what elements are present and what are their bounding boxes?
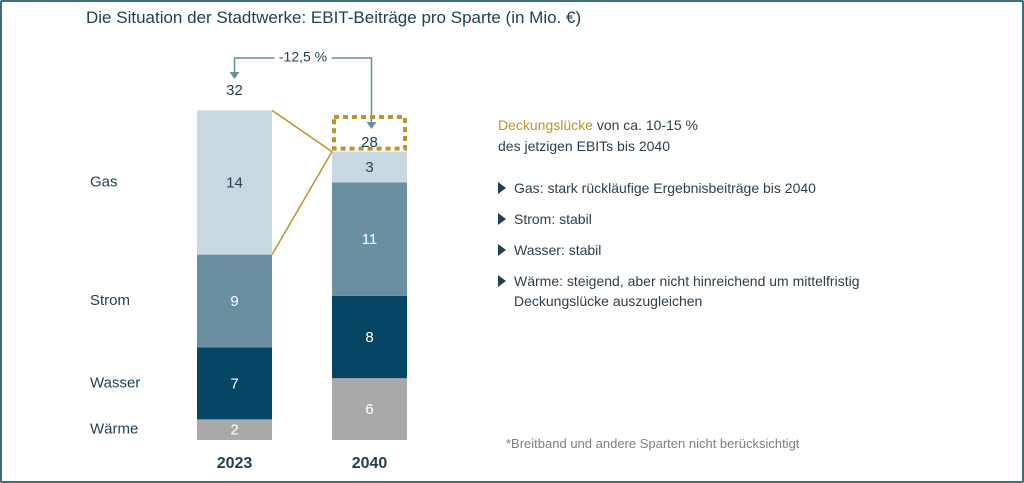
- gas-connector-bottom: [271, 151, 333, 255]
- bullet-text: Wasser: stabil: [514, 242, 602, 258]
- gap-note-line2: des jetzigen EBITs bis 2040: [498, 138, 670, 154]
- labels: 2 7 9 14 2023 6 8 11 3 2040 Wärme Wasser Strom Gas 32 2…: [90, 49, 387, 473]
- bar-2023-strom: [197, 254, 272, 348]
- bullet-text: Wärme: steigend, aber nicht hinreichend …: [514, 273, 860, 309]
- gap-note-rest: von ca. 10-15 %: [592, 117, 698, 133]
- chart-title: Die Situation der Stadtwerke: EBIT-Beitr…: [86, 8, 582, 27]
- bullet-strom: Strom: stabil: [498, 209, 874, 229]
- change-arrow-right: [331, 57, 373, 124]
- bullet-wasser: Wasser: stabil: [498, 240, 874, 260]
- gap-note-highlight: Deckungslücke: [498, 117, 593, 133]
- bullet-text: Strom: stabil: [514, 211, 592, 227]
- total-label-2040: 28: [361, 134, 378, 151]
- bar-2023-wasser: [197, 347, 272, 420]
- bullet-triangle-icon: [498, 275, 506, 287]
- bullet-triangle-icon: [498, 213, 506, 225]
- bar-value-label: 8: [365, 329, 373, 346]
- series-label-wasser: Wasser: [90, 374, 140, 391]
- series-label-strom: Strom: [90, 292, 130, 309]
- bar-value-label: 7: [230, 375, 238, 392]
- gas-connector-top: [271, 109, 333, 153]
- total-label-2023: 32: [226, 82, 243, 99]
- gap-note-line1: Deckungslücke von ca. 10-15 %: [498, 117, 698, 133]
- bar-2040-wärme: [332, 378, 407, 440]
- bar-2023-gas: [197, 110, 272, 255]
- arrowhead-icon: [229, 72, 240, 79]
- footnote: *Breitband und andere Sparten nicht berü…: [506, 436, 800, 451]
- bar-2040-gas: [332, 151, 407, 183]
- bullet-list: Gas: stark rückläufige Ergebnisbeiträge …: [498, 178, 874, 322]
- bullet-triangle-icon: [498, 244, 506, 256]
- bullet-text: Gas: stark rückläufige Ergebnisbeiträge …: [514, 180, 816, 196]
- change-label: -12,5 %: [279, 49, 327, 65]
- bar-value-label: 11: [362, 231, 378, 248]
- series-label-gas: Gas: [90, 173, 118, 190]
- bars: [197, 110, 407, 440]
- x-tick-label: 2040: [352, 455, 388, 472]
- bullet-gas: Gas: stark rückläufige Ergebnisbeiträge …: [498, 178, 874, 198]
- bar-value-label: 9: [230, 293, 238, 310]
- change-arrow: [229, 57, 377, 255]
- stacked-bar-chart: 2 7 9 14 2023 6 8 11 3 2040 Wärme Wasser Strom Gas 32 2…: [90, 49, 407, 473]
- x-tick-label: 2023: [217, 455, 253, 472]
- bar-2023-wärme: [197, 419, 272, 440]
- bar-2040-wasser: [332, 295, 407, 379]
- arrowhead-icon: [366, 122, 377, 129]
- bar-value-label: 14: [226, 174, 243, 191]
- bullet-waerme: Wärme: steigend, aber nicht hinreichend …: [498, 271, 874, 311]
- bar-2040-strom: [332, 182, 407, 296]
- gap-box: [332, 115, 407, 151]
- bar-value-label: 3: [365, 159, 373, 176]
- change-arrow-left: [233, 57, 275, 74]
- series-label-wärme: Wärme: [90, 421, 138, 438]
- bar-value-label: 2: [230, 422, 238, 439]
- bar-value-label: 6: [365, 401, 373, 418]
- bullet-triangle-icon: [498, 182, 506, 194]
